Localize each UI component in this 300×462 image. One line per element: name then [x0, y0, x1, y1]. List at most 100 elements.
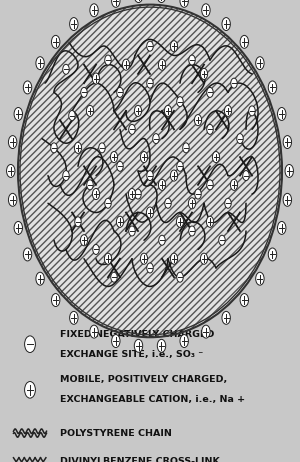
Circle shape: [170, 170, 178, 181]
Circle shape: [188, 198, 196, 209]
Circle shape: [140, 253, 148, 264]
Circle shape: [7, 164, 15, 177]
Circle shape: [147, 263, 153, 273]
Text: DIVINYLBENZENE CROSS-LINK: DIVINYLBENZENE CROSS-LINK: [60, 457, 220, 462]
Circle shape: [153, 134, 159, 144]
Circle shape: [112, 334, 120, 347]
Circle shape: [219, 235, 225, 245]
Circle shape: [134, 105, 142, 116]
Circle shape: [117, 161, 123, 171]
Circle shape: [90, 4, 98, 17]
Circle shape: [63, 170, 69, 181]
Circle shape: [80, 235, 88, 246]
Circle shape: [135, 189, 141, 199]
Circle shape: [25, 382, 35, 398]
Circle shape: [222, 18, 230, 30]
Ellipse shape: [18, 5, 282, 337]
Circle shape: [237, 134, 243, 144]
Circle shape: [183, 143, 189, 153]
Circle shape: [249, 106, 255, 116]
Circle shape: [165, 198, 171, 208]
Circle shape: [278, 221, 286, 234]
Circle shape: [170, 41, 178, 52]
Circle shape: [112, 0, 120, 7]
Circle shape: [14, 221, 22, 234]
Circle shape: [129, 226, 135, 236]
Text: EXCHANGE SITE, i.e., SO₃ ⁻: EXCHANGE SITE, i.e., SO₃ ⁻: [60, 350, 203, 359]
Circle shape: [180, 0, 188, 7]
Circle shape: [111, 272, 117, 282]
Text: EXCHANGEABLE CATION, i.e., Na +: EXCHANGEABLE CATION, i.e., Na +: [60, 395, 245, 404]
Circle shape: [212, 152, 220, 163]
Circle shape: [207, 124, 213, 134]
Circle shape: [164, 105, 172, 116]
Circle shape: [206, 216, 214, 227]
Circle shape: [195, 189, 201, 199]
Circle shape: [170, 253, 178, 264]
Circle shape: [23, 248, 32, 261]
Circle shape: [63, 64, 69, 74]
Text: FIXED NEGATIVELY CHARGED: FIXED NEGATIVELY CHARGED: [60, 330, 214, 339]
Circle shape: [189, 226, 195, 236]
Circle shape: [92, 73, 100, 84]
Circle shape: [268, 248, 277, 261]
Circle shape: [157, 0, 166, 2]
Circle shape: [75, 217, 81, 227]
Circle shape: [177, 272, 183, 282]
Circle shape: [225, 198, 231, 208]
Circle shape: [70, 311, 78, 324]
Circle shape: [25, 336, 35, 353]
Circle shape: [105, 198, 111, 208]
Circle shape: [159, 235, 165, 245]
Circle shape: [104, 253, 112, 264]
Circle shape: [14, 108, 22, 121]
Circle shape: [222, 311, 230, 324]
Circle shape: [92, 188, 100, 200]
Circle shape: [52, 293, 60, 306]
Circle shape: [36, 57, 44, 70]
Circle shape: [200, 253, 208, 264]
Circle shape: [283, 194, 292, 207]
Circle shape: [194, 115, 202, 126]
Circle shape: [285, 164, 293, 177]
Circle shape: [110, 152, 118, 163]
Circle shape: [23, 81, 32, 94]
Circle shape: [158, 59, 166, 70]
Circle shape: [117, 87, 123, 97]
Circle shape: [122, 59, 130, 70]
Circle shape: [231, 78, 237, 88]
Circle shape: [70, 18, 78, 30]
Text: POLYSTYRENE CHAIN: POLYSTYRENE CHAIN: [60, 429, 172, 438]
Circle shape: [207, 87, 213, 97]
Circle shape: [177, 97, 183, 107]
Circle shape: [93, 244, 99, 255]
Text: MOBILE, POSITIVELY CHARGED,: MOBILE, POSITIVELY CHARGED,: [60, 375, 227, 384]
Circle shape: [189, 55, 195, 65]
Circle shape: [51, 143, 57, 153]
Circle shape: [90, 325, 98, 338]
Circle shape: [146, 207, 154, 218]
Circle shape: [240, 293, 248, 306]
Circle shape: [8, 194, 17, 207]
Circle shape: [243, 170, 249, 181]
Circle shape: [157, 340, 166, 353]
Circle shape: [134, 340, 143, 353]
Circle shape: [105, 55, 111, 65]
Circle shape: [147, 78, 153, 88]
Circle shape: [147, 170, 153, 181]
Circle shape: [116, 216, 124, 227]
Circle shape: [128, 188, 136, 200]
Circle shape: [207, 180, 213, 190]
Circle shape: [52, 36, 60, 49]
Circle shape: [256, 57, 264, 70]
Circle shape: [36, 272, 44, 285]
Circle shape: [81, 87, 87, 97]
Circle shape: [180, 334, 188, 347]
Circle shape: [129, 124, 135, 134]
Circle shape: [8, 135, 17, 148]
Circle shape: [74, 142, 82, 153]
Circle shape: [158, 179, 166, 190]
Circle shape: [99, 143, 105, 153]
Circle shape: [87, 180, 93, 190]
Circle shape: [256, 272, 264, 285]
